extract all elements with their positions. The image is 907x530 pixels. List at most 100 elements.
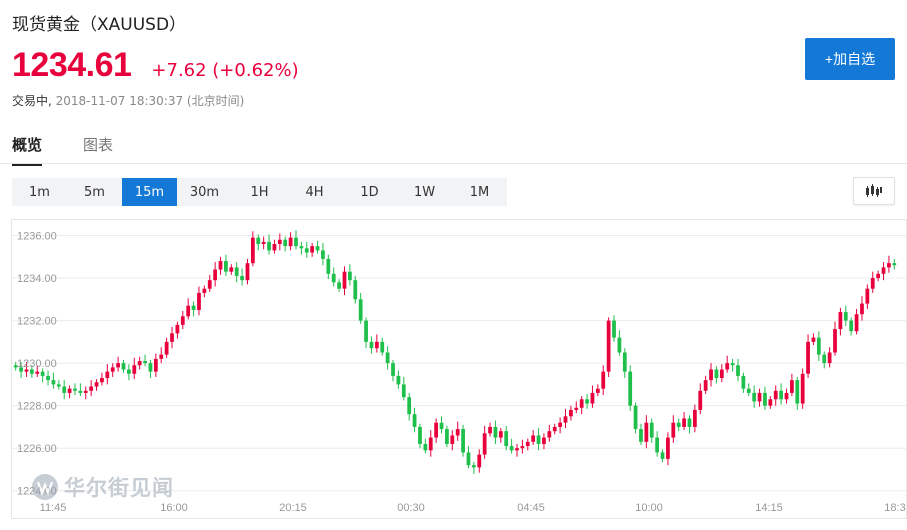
candle xyxy=(795,376,800,410)
candle xyxy=(445,425,449,448)
add-to-watchlist-button[interactable]: +加自选 xyxy=(805,38,895,80)
period-5m[interactable]: 5m xyxy=(84,184,105,200)
tab-chart[interactable]: 图表 xyxy=(83,136,114,154)
candle xyxy=(612,315,616,342)
candle xyxy=(622,348,627,379)
candle xyxy=(870,271,875,293)
candle xyxy=(752,385,757,408)
candle xyxy=(790,373,794,397)
candle xyxy=(283,236,288,252)
candle xyxy=(202,285,207,298)
candle xyxy=(35,365,40,377)
candlestick-chart[interactable]: 1236.00 1234.00 1232.00 1230.00 1228.00 1226.… xyxy=(11,219,907,519)
candle xyxy=(763,386,767,410)
candle xyxy=(800,368,805,409)
candle xyxy=(73,383,77,396)
tab-overview[interactable]: 概览 xyxy=(12,134,43,166)
candle xyxy=(380,337,385,356)
candle xyxy=(660,449,665,463)
y-tick-label: 1236.00 xyxy=(17,231,57,243)
candle xyxy=(816,331,821,361)
candle xyxy=(78,383,83,397)
candle xyxy=(407,392,412,421)
candle xyxy=(854,308,859,335)
candle xyxy=(477,449,482,473)
candle xyxy=(310,242,315,257)
candle xyxy=(272,239,277,254)
candle xyxy=(56,380,61,390)
candle xyxy=(396,370,401,389)
candle xyxy=(294,230,298,250)
candle xyxy=(671,415,676,443)
candle xyxy=(40,368,45,383)
candle xyxy=(337,279,341,292)
candle xyxy=(574,401,579,414)
x-tick-label: 16:00 xyxy=(160,502,188,514)
candle xyxy=(849,317,854,336)
candle xyxy=(471,462,476,474)
candle xyxy=(51,372,56,389)
candle xyxy=(229,264,234,275)
status-label: 交易中, xyxy=(12,94,52,108)
candle xyxy=(401,376,406,401)
candle xyxy=(482,425,487,459)
candle xyxy=(806,334,810,379)
candle xyxy=(579,396,584,415)
candle xyxy=(466,446,471,469)
x-tick-label: 10:00 xyxy=(635,502,663,514)
tab-bar: 概览 图表 xyxy=(0,126,907,166)
period-selector: 1m 5m 15m 30m 1H 4H 1D 1W 1M xyxy=(12,178,507,206)
candle xyxy=(649,418,654,443)
candle xyxy=(331,267,336,287)
candle xyxy=(132,357,137,380)
candle xyxy=(326,254,331,280)
candle xyxy=(525,438,530,451)
candle xyxy=(288,232,293,251)
candle xyxy=(374,334,379,353)
candle xyxy=(725,355,730,373)
candle xyxy=(719,364,724,383)
candle xyxy=(768,396,773,409)
candle xyxy=(488,422,492,437)
candle xyxy=(617,330,622,356)
candle xyxy=(137,356,142,370)
candle xyxy=(105,364,110,385)
candle xyxy=(606,317,611,377)
candle xyxy=(887,255,891,273)
candle xyxy=(628,365,633,411)
period-1m[interactable]: 1m xyxy=(29,184,50,200)
watermark-text: 华尔街见闻 xyxy=(64,475,174,500)
candle xyxy=(493,420,498,444)
candle xyxy=(676,418,681,432)
wallstreetcn-logo-icon xyxy=(32,474,58,500)
period-1d[interactable]: 1D xyxy=(360,184,379,200)
candle xyxy=(304,241,309,258)
x-tick-label: 14:15 xyxy=(755,502,783,514)
period-15m[interactable]: 15m xyxy=(122,178,177,206)
candlestick-icon xyxy=(866,184,882,197)
candle xyxy=(213,262,218,287)
candle xyxy=(428,430,433,457)
period-4h[interactable]: 4H xyxy=(305,184,324,200)
candle xyxy=(692,404,697,433)
candle xyxy=(709,363,713,387)
candle xyxy=(224,254,228,276)
candle xyxy=(29,365,34,379)
candle xyxy=(240,268,244,286)
candle xyxy=(218,256,223,275)
candle xyxy=(348,264,352,286)
period-1w[interactable]: 1W xyxy=(413,184,436,200)
candle xyxy=(46,370,50,386)
candle xyxy=(164,337,169,358)
candle xyxy=(520,439,525,454)
candle xyxy=(434,418,439,443)
x-tick-label: 18:3 xyxy=(884,502,905,514)
period-1h[interactable]: 1H xyxy=(250,184,269,200)
candle xyxy=(547,424,552,442)
period-30m[interactable]: 30m xyxy=(189,184,220,200)
candle xyxy=(779,383,783,405)
chart-type-button[interactable] xyxy=(853,177,895,205)
candle xyxy=(881,262,886,281)
period-1mo[interactable]: 1M xyxy=(469,184,490,200)
candle xyxy=(385,346,390,370)
